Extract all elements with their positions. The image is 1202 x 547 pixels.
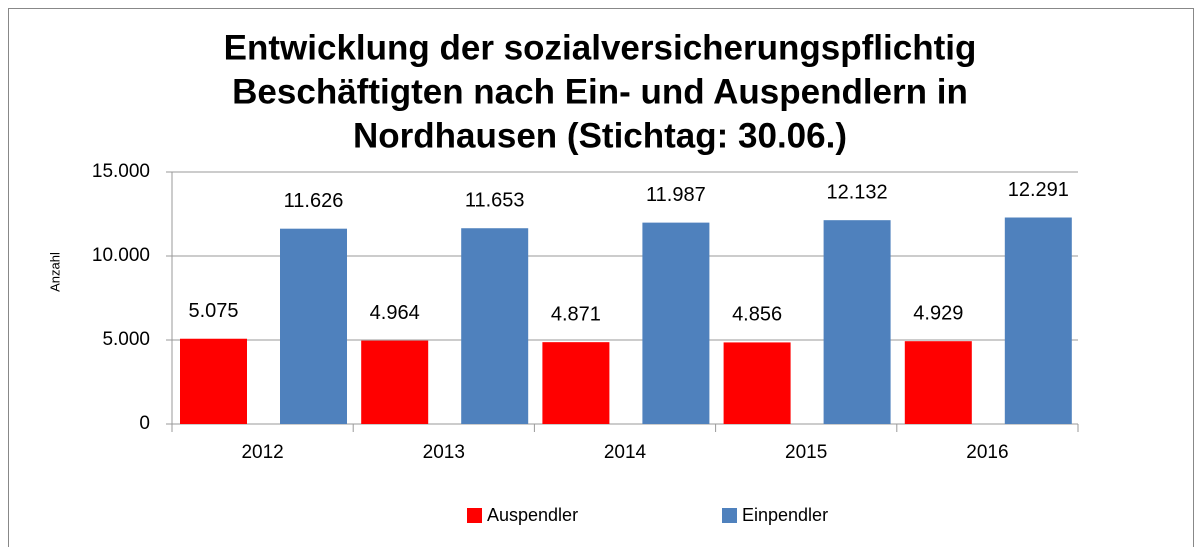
legend-label: Auspendler bbox=[487, 505, 578, 525]
value-label: 4.929 bbox=[913, 302, 963, 324]
legend-label: Einpendler bbox=[742, 505, 828, 525]
chart-title: Entwicklung der sozialversicherungspflic… bbox=[224, 28, 977, 67]
y-tick-label: 5.000 bbox=[102, 329, 150, 350]
chart-border bbox=[8, 8, 1194, 547]
value-label: 11.987 bbox=[646, 184, 706, 206]
y-tick-label: 0 bbox=[139, 413, 150, 434]
y-tick-label: 15.000 bbox=[92, 161, 150, 182]
value-label: 11.626 bbox=[284, 190, 344, 212]
legend-swatch bbox=[467, 508, 482, 523]
bar bbox=[542, 342, 610, 424]
x-tick-label: 2012 bbox=[241, 442, 283, 463]
bar bbox=[280, 228, 347, 424]
bar bbox=[723, 342, 791, 424]
bar bbox=[823, 220, 891, 424]
bar bbox=[180, 338, 247, 424]
bar bbox=[904, 341, 972, 424]
legend-swatch bbox=[722, 508, 737, 523]
value-label: 4.856 bbox=[732, 304, 782, 326]
value-label: 5.075 bbox=[188, 300, 238, 322]
bar bbox=[1004, 217, 1072, 424]
value-label: 4.964 bbox=[370, 302, 420, 324]
x-tick-label: 2014 bbox=[604, 442, 647, 463]
chart-title: Nordhausen (Stichtag: 30.06.) bbox=[353, 116, 847, 155]
value-label: 12.291 bbox=[1008, 179, 1069, 201]
x-tick-label: 2013 bbox=[423, 442, 465, 463]
bar bbox=[642, 222, 710, 424]
value-label: 4.871 bbox=[551, 303, 601, 325]
value-label: 11.653 bbox=[465, 190, 525, 212]
x-tick-label: 2015 bbox=[785, 442, 827, 463]
y-tick-label: 10.000 bbox=[92, 245, 150, 266]
x-tick-label: 2016 bbox=[966, 442, 1008, 463]
bar bbox=[361, 340, 429, 424]
value-label: 12.132 bbox=[827, 181, 888, 203]
y-axis-label: Anzahl bbox=[47, 252, 62, 292]
chart-title: Beschäftigten nach Ein- und Auspendlern … bbox=[232, 72, 968, 111]
bar bbox=[461, 228, 529, 424]
